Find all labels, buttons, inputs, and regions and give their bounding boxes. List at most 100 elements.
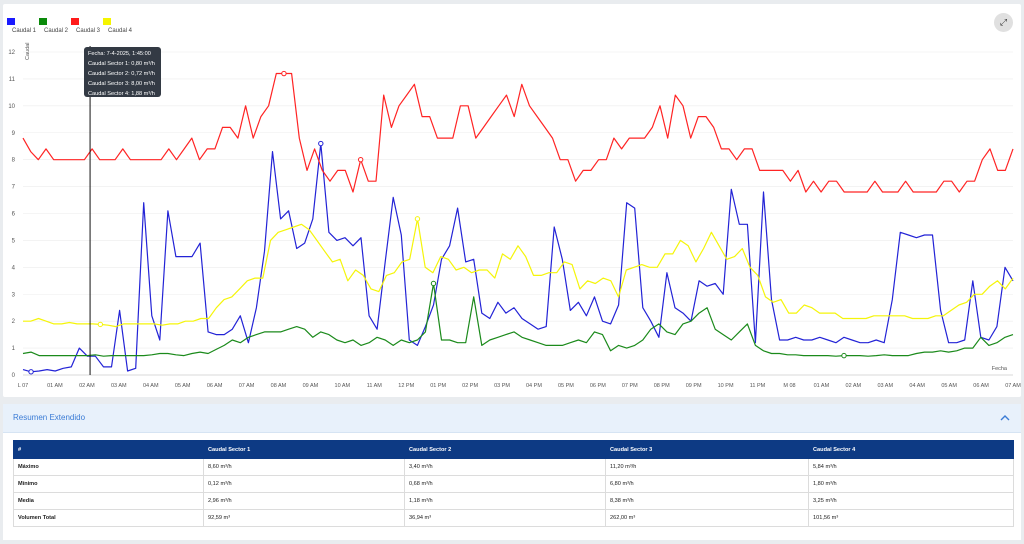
x-tick-label: 01 AM [814,383,830,389]
table-cell: 5,84 m³/h [808,458,1014,476]
x-tick-label: 05 AM [941,383,957,389]
x-tick-label: 04 AM [909,383,925,389]
y-tick-label: 5 [12,238,16,244]
table-cell: 11,20 m³/h [605,458,809,476]
x-tick-label: 08 PM [654,383,670,389]
series-line-2 [22,282,1014,357]
x-tick-label: 05 PM [558,383,574,389]
table-cell: 1,18 m³/h [404,492,606,510]
fullscreen-button[interactable]: ⤢ [994,13,1013,32]
summary-panel: Resumen Extendido # Caudal Sector 1 Caud… [3,404,1021,540]
x-tick-label: 02 PM [462,383,478,389]
table-row: Volumen Total 92,59 m³ 36,94 m³ 262,00 m… [13,509,1014,527]
table-cell: 92,59 m³ [203,509,405,527]
x-tick-label: 11 AM [367,383,383,389]
x-tick-label: 11 PM [750,383,766,389]
column-header: Caudal Sector 2 [404,440,606,459]
row-label: Mínimo [13,475,204,493]
x-tick-label: 04 AM [143,383,159,389]
table-cell: 8,60 m³/h [203,458,405,476]
y-tick-label: 9 [12,131,16,137]
tooltip-line-3: Caudal Sector 3: 8,00 m³/h [88,81,155,87]
data-point-marker [430,280,437,287]
x-tick-label: 01 PM [430,383,446,389]
x-tick-label: 03 AM [877,383,893,389]
y-tick-label: 3 [12,292,16,298]
table-row: Máximo 8,60 m³/h 3,40 m³/h 11,20 m³/h 5,… [13,458,1014,476]
x-tick-label: 06 PM [590,383,606,389]
legend-swatch [103,18,111,25]
table-cell: 8,38 m³/h [605,492,809,510]
x-tick-label: 07 PM [622,383,638,389]
table-cell: 101,56 m³ [808,509,1014,527]
x-tick-label: 03 PM [494,383,510,389]
table-row: Media 2,96 m³/h 1,18 m³/h 8,38 m³/h 3,25… [13,492,1014,510]
row-label: Volumen Total [13,509,204,527]
x-tick-label: 07 AM [239,383,255,389]
table-cell: 3,40 m³/h [404,458,606,476]
x-tick-label: 06 AM [973,383,989,389]
row-label: Media [13,492,204,510]
x-tick-label: M 08 [783,383,795,389]
x-tick-label: 07 AM [1005,383,1021,389]
y-tick-label: 4 [12,265,16,271]
y-tick-label: 6 [12,212,16,218]
expand-icon: ⤢ [999,17,1008,27]
x-tick-label: 09 PM [686,383,702,389]
series-line-4 [23,218,1014,328]
tooltip-line-2: Caudal Sector 2: 0,72 m³/h [88,71,155,77]
table-cell: 0,12 m³/h [203,475,405,493]
y-tick-label: 11 [9,77,16,83]
data-point-marker [841,352,847,359]
column-header: Caudal Sector 3 [605,440,809,459]
column-header: Caudal Sector 1 [203,440,405,459]
table-cell: 0,68 m³/h [404,475,606,493]
x-tick-label: L 07 [18,383,29,389]
tooltip-line-1: Caudal Sector 1: 0,80 m³/h [88,61,155,67]
column-header: Caudal Sector 4 [808,440,1014,459]
data-point-marker [318,140,324,147]
data-point-marker [97,321,104,328]
table-cell: 3,25 m³/h [808,492,1014,510]
data-point-marker [281,70,287,77]
x-tick-label: 01 AM [47,383,63,389]
legend-swatch [71,18,79,25]
y-tick-label: 0 [12,373,16,379]
tooltip-date: Fecha: 7-4-2025, 1:45:00 [88,51,151,57]
data-point-marker [414,216,421,222]
table-cell: 262,00 m³ [605,509,809,527]
x-tick-label: 10 AM [335,383,351,389]
y-axis-title: Caudal [25,43,31,60]
legend-label: Caudal 2 [44,28,69,34]
y-tick-label: 7 [12,185,16,191]
x-tick-label: 02 AM [79,383,95,389]
chevron-up-icon[interactable] [999,412,1011,424]
tooltip-line-4: Caudal Sector 4: 1,88 m³/h [88,91,155,97]
chart-tooltip: Fecha: 7-4-2025, 1:45:00 Caudal Sector 1… [84,47,161,97]
x-tick-label: 06 AM [207,383,223,389]
legend-swatch [39,18,47,25]
x-tick-label: 09 AM [303,383,319,389]
data-point-marker [28,369,34,375]
y-tick-label: 10 [8,104,15,110]
summary-header[interactable]: Resumen Extendido [3,404,1021,433]
table-cell: 1,80 m³/h [808,475,1014,493]
row-label: Máximo [13,458,204,476]
x-tick-label: 04 PM [526,383,542,389]
x-tick-label: 03 AM [111,383,127,389]
legend-swatch [7,18,15,25]
y-tick-label: 12 [8,50,15,56]
summary-title: Resumen Extendido [13,413,86,422]
x-tick-label: 02 AM [846,383,862,389]
data-point-marker [357,156,364,163]
x-tick-label: 08 AM [271,383,287,389]
legend-label: Caudal 3 [76,28,101,34]
legend-label: Caudal 4 [108,28,133,34]
y-tick-label: 2 [12,319,16,325]
x-tick-label: 12 PM [398,383,414,389]
y-tick-label: 1 [12,346,16,352]
table-cell: 6,80 m³/h [605,475,809,493]
legend-label: Caudal 1 [12,28,37,34]
